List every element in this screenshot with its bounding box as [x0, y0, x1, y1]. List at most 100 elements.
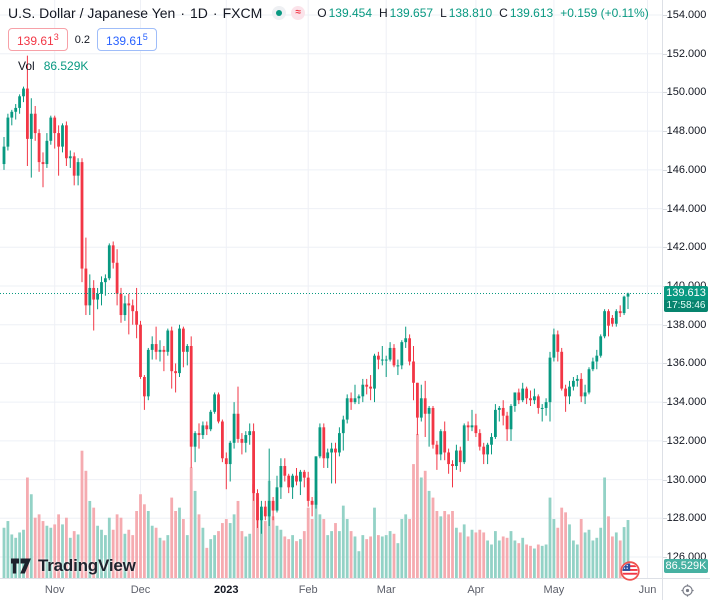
candle-body: [568, 386, 571, 397]
volume-bar: [513, 540, 517, 578]
candle-body: [458, 450, 462, 463]
volume-bar: [560, 507, 564, 578]
sell-bid-button[interactable]: 139.613: [8, 28, 68, 51]
volume-bar: [260, 511, 263, 578]
market-status-icon[interactable]: [272, 6, 287, 20]
volume-label: Vol: [18, 59, 35, 73]
candle-body: [76, 162, 80, 176]
spread-value: 0.2: [74, 33, 91, 46]
candle-body: [248, 431, 252, 436]
candle-body: [349, 398, 353, 403]
volume-bar: [162, 540, 166, 578]
volume-bar: [380, 536, 384, 578]
candle-body: [295, 475, 298, 482]
candlestick-chart[interactable]: [0, 0, 662, 578]
volume-bar: [41, 521, 45, 578]
candle-body: [419, 398, 423, 418]
candle-body: [131, 305, 135, 312]
volume-bar: [466, 536, 470, 578]
volume-bar: [603, 477, 606, 578]
candle-body: [154, 344, 158, 352]
volume-bar: [166, 535, 170, 578]
volume-bar: [470, 529, 474, 578]
chart-pane[interactable]: U.S. Dollar / Japanese Yen · 1D · FXCM ≈…: [0, 0, 662, 578]
volume-bar: [189, 467, 193, 578]
volume-bar: [131, 535, 135, 578]
volume-bar: [182, 519, 185, 578]
candle-body: [107, 245, 111, 279]
volume-bar: [33, 517, 37, 578]
volume-bar: [14, 537, 18, 578]
volume-bar: [599, 527, 603, 578]
volume-bar: [579, 519, 583, 578]
candle-body: [497, 407, 501, 410]
candle-body: [326, 452, 330, 459]
volume-bar: [416, 433, 419, 578]
low-label: L: [440, 6, 447, 20]
price-tick-label: 136.000: [666, 357, 707, 370]
tradingview-logo[interactable]: TradingView: [10, 556, 136, 576]
volume-bar: [96, 525, 99, 578]
price-tick-mark: [663, 208, 667, 210]
volume-bar: [408, 519, 411, 578]
volume-bar: [221, 523, 224, 578]
candle-body: [536, 396, 540, 408]
volume-bar: [22, 529, 25, 578]
price-axis[interactable]: 139.613 17:58:46 86.529K 154.000 152.000 1…: [662, 0, 710, 578]
candle-body: [139, 324, 142, 377]
volume-bar: [525, 544, 528, 578]
volume-bar: [614, 532, 618, 578]
candle-body: [482, 446, 486, 455]
candle-body: [135, 311, 138, 325]
candle-body: [119, 293, 123, 316]
volume-bar: [143, 504, 146, 578]
volume-bar: [18, 532, 21, 578]
price-tick-label: 148.000: [666, 125, 707, 138]
candle-body: [240, 438, 244, 443]
volume-bar: [330, 531, 333, 578]
candle-body: [377, 355, 380, 360]
interval-label[interactable]: 1D: [190, 5, 208, 21]
delayed-data-icon[interactable]: ≈: [291, 6, 306, 20]
volume-bar: [232, 514, 236, 578]
symbol-title[interactable]: U.S. Dollar / Japanese Yen: [8, 5, 176, 21]
bid-fraction: 3: [53, 32, 59, 42]
volume-bar: [295, 541, 298, 578]
volume-bar: [419, 477, 423, 578]
candle-body: [435, 444, 439, 455]
axis-corner: [662, 578, 710, 600]
volume-bar: [595, 537, 599, 578]
volume-bar: [302, 531, 306, 578]
candle-body: [6, 117, 10, 147]
candle-body: [33, 113, 37, 134]
time-axis[interactable]: Nov Dec 2023 Feb Mar Apr May Jun: [0, 578, 662, 600]
volume-bar: [517, 543, 521, 578]
volume-bar: [322, 519, 326, 578]
candle-body: [614, 311, 618, 324]
volume-bar: [279, 529, 283, 578]
volume-bar: [185, 535, 189, 578]
volume-bar: [135, 511, 138, 578]
exchange-label[interactable]: FXCM: [222, 5, 263, 21]
candle-body: [618, 311, 622, 314]
candle-body: [182, 328, 185, 352]
candle-body: [143, 376, 146, 397]
candle-body: [29, 113, 33, 139]
settings-gear-icon[interactable]: [680, 583, 694, 597]
volume-bar: [521, 537, 525, 578]
green-dot-icon: [276, 10, 283, 16]
volume-bar: [115, 514, 119, 578]
candle-body: [306, 477, 310, 501]
volume-bar: [139, 494, 142, 578]
candle-body: [100, 282, 103, 294]
volume-bar: [568, 524, 571, 578]
buy-ask-button[interactable]: 139.615: [97, 28, 157, 51]
candle-body: [287, 475, 291, 488]
candle-body: [365, 384, 369, 387]
candle-body: [478, 433, 482, 447]
candle-body: [252, 431, 255, 494]
candle-body: [209, 411, 213, 430]
volume-bar: [318, 514, 322, 578]
volume-bar: [283, 536, 287, 578]
volume-bar: [369, 536, 372, 578]
